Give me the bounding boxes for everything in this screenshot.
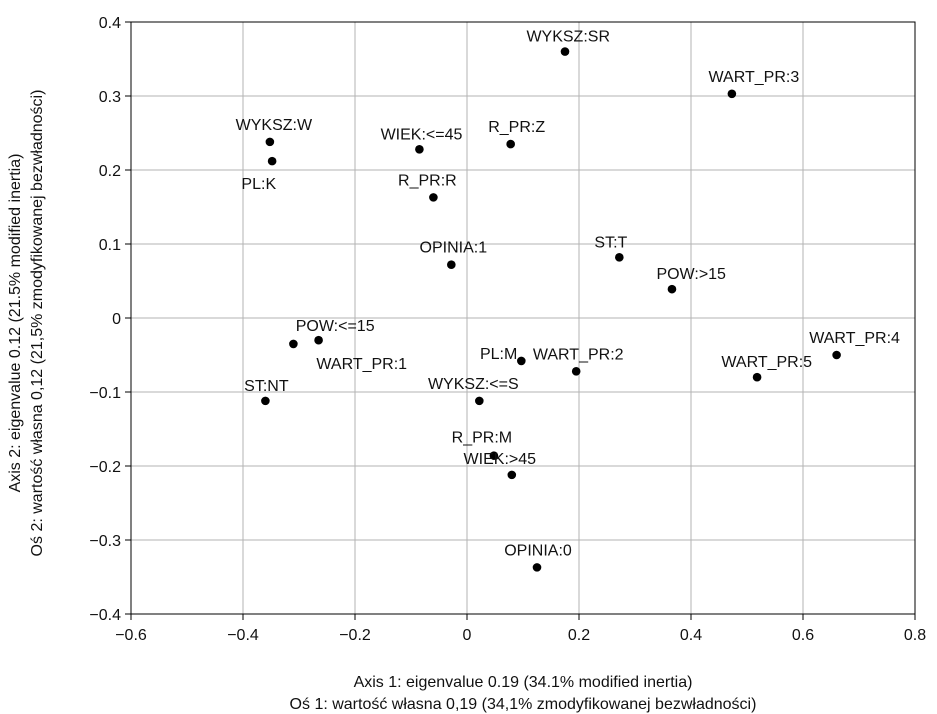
- data-point: [289, 339, 298, 349]
- y-tick-label: 0.1: [99, 237, 121, 254]
- grid-layer: [130, 21, 916, 615]
- y-tick-label: 0.4: [99, 15, 121, 32]
- point-label: R_PR:Z: [488, 119, 545, 136]
- y-axis-title-english: Axis 2: eigenvalue 0.12 (21.5% modified …: [7, 154, 24, 493]
- data-point: [314, 335, 323, 345]
- point-label: WART_PR:5: [721, 354, 812, 371]
- data-point: [447, 260, 456, 270]
- data-point: [489, 451, 499, 460]
- data-point: [615, 253, 624, 262]
- point-label: PL:K: [241, 176, 276, 193]
- data-point: [727, 89, 737, 99]
- y-tick-label: −0.3: [89, 533, 121, 550]
- data-point: [571, 366, 581, 376]
- point-label: WART_PR:3: [709, 69, 800, 86]
- point-label: OPINIA:1: [420, 240, 488, 257]
- y-tick-label: 0: [112, 311, 121, 328]
- x-tick-label: 0.6: [792, 627, 814, 644]
- y-tick-label: −0.4: [89, 607, 121, 624]
- x-axis-title-polish: Oś 1: wartość własna 0,19 (34,1% zmodyfi…: [290, 696, 757, 713]
- point-label: ST:NT: [244, 378, 289, 395]
- points-layer: [261, 47, 841, 572]
- y-axis-title-polish: Oś 2: wartość własna 0,12 (21,5% zmodyfi…: [29, 90, 46, 557]
- point-label: WYKSZ:SR: [526, 29, 610, 46]
- point-label: POW:<=15: [296, 318, 375, 335]
- point-label: POW:>15: [656, 266, 726, 283]
- point-label: WART_PR:4: [809, 330, 900, 347]
- x-tick-label: 0: [463, 627, 472, 644]
- x-axis-title-english: Axis 1: eigenvalue 0.19 (34.1% modified …: [354, 674, 693, 691]
- y-tick-label: −0.2: [89, 459, 121, 476]
- x-tick-label: 0.4: [680, 627, 702, 644]
- data-point: [415, 144, 424, 154]
- point-label: R_PR:M: [452, 430, 512, 447]
- point-label: OPINIA:0: [504, 542, 572, 559]
- data-point: [261, 396, 270, 406]
- labels-layer: WYKSZ:SR WART_PR:3 WYKSZ:W PL:K WIEK:<=45 R_P…: [236, 29, 900, 560]
- point-label: WART_PR:2: [533, 346, 624, 363]
- data-point: [429, 193, 438, 202]
- y-tick-label: −0.1: [89, 385, 121, 402]
- data-point: [517, 356, 526, 366]
- x-tick-label: −0.2: [339, 627, 371, 644]
- data-point: [265, 137, 275, 147]
- data-point: [475, 396, 484, 406]
- data-point: [506, 139, 515, 149]
- x-tick-label: −0.4: [227, 627, 259, 644]
- point-label: WIEK:<=45: [381, 126, 463, 143]
- point-label: WYKSZ:<=S: [428, 376, 519, 393]
- data-point: [752, 372, 762, 382]
- x-tick-label: 0.2: [568, 627, 590, 644]
- point-label: ST:T: [594, 234, 627, 251]
- ticks-layer: −0.6 −0.4 −0.2 0 0.2 0.4 0.6 0.8 −0.4 −0.3 −0.2 −0.…: [89, 15, 926, 644]
- y-tick-label: 0.2: [99, 163, 121, 180]
- point-label: WYKSZ:W: [236, 117, 313, 134]
- point-label: WIEK:>45: [464, 451, 537, 468]
- point-label: WART_PR:1: [316, 356, 407, 373]
- point-label: R_PR:R: [398, 172, 457, 189]
- y-tick-label: 0.3: [99, 89, 121, 106]
- data-point: [560, 47, 570, 56]
- x-tick-label: 0.8: [904, 627, 926, 644]
- point-label: PL:M: [480, 346, 517, 363]
- data-point: [532, 563, 542, 572]
- data-point: [667, 284, 677, 294]
- data-point: [832, 350, 841, 360]
- x-tick-label: −0.6: [115, 627, 147, 644]
- data-point: [507, 470, 517, 480]
- data-point: [267, 156, 277, 166]
